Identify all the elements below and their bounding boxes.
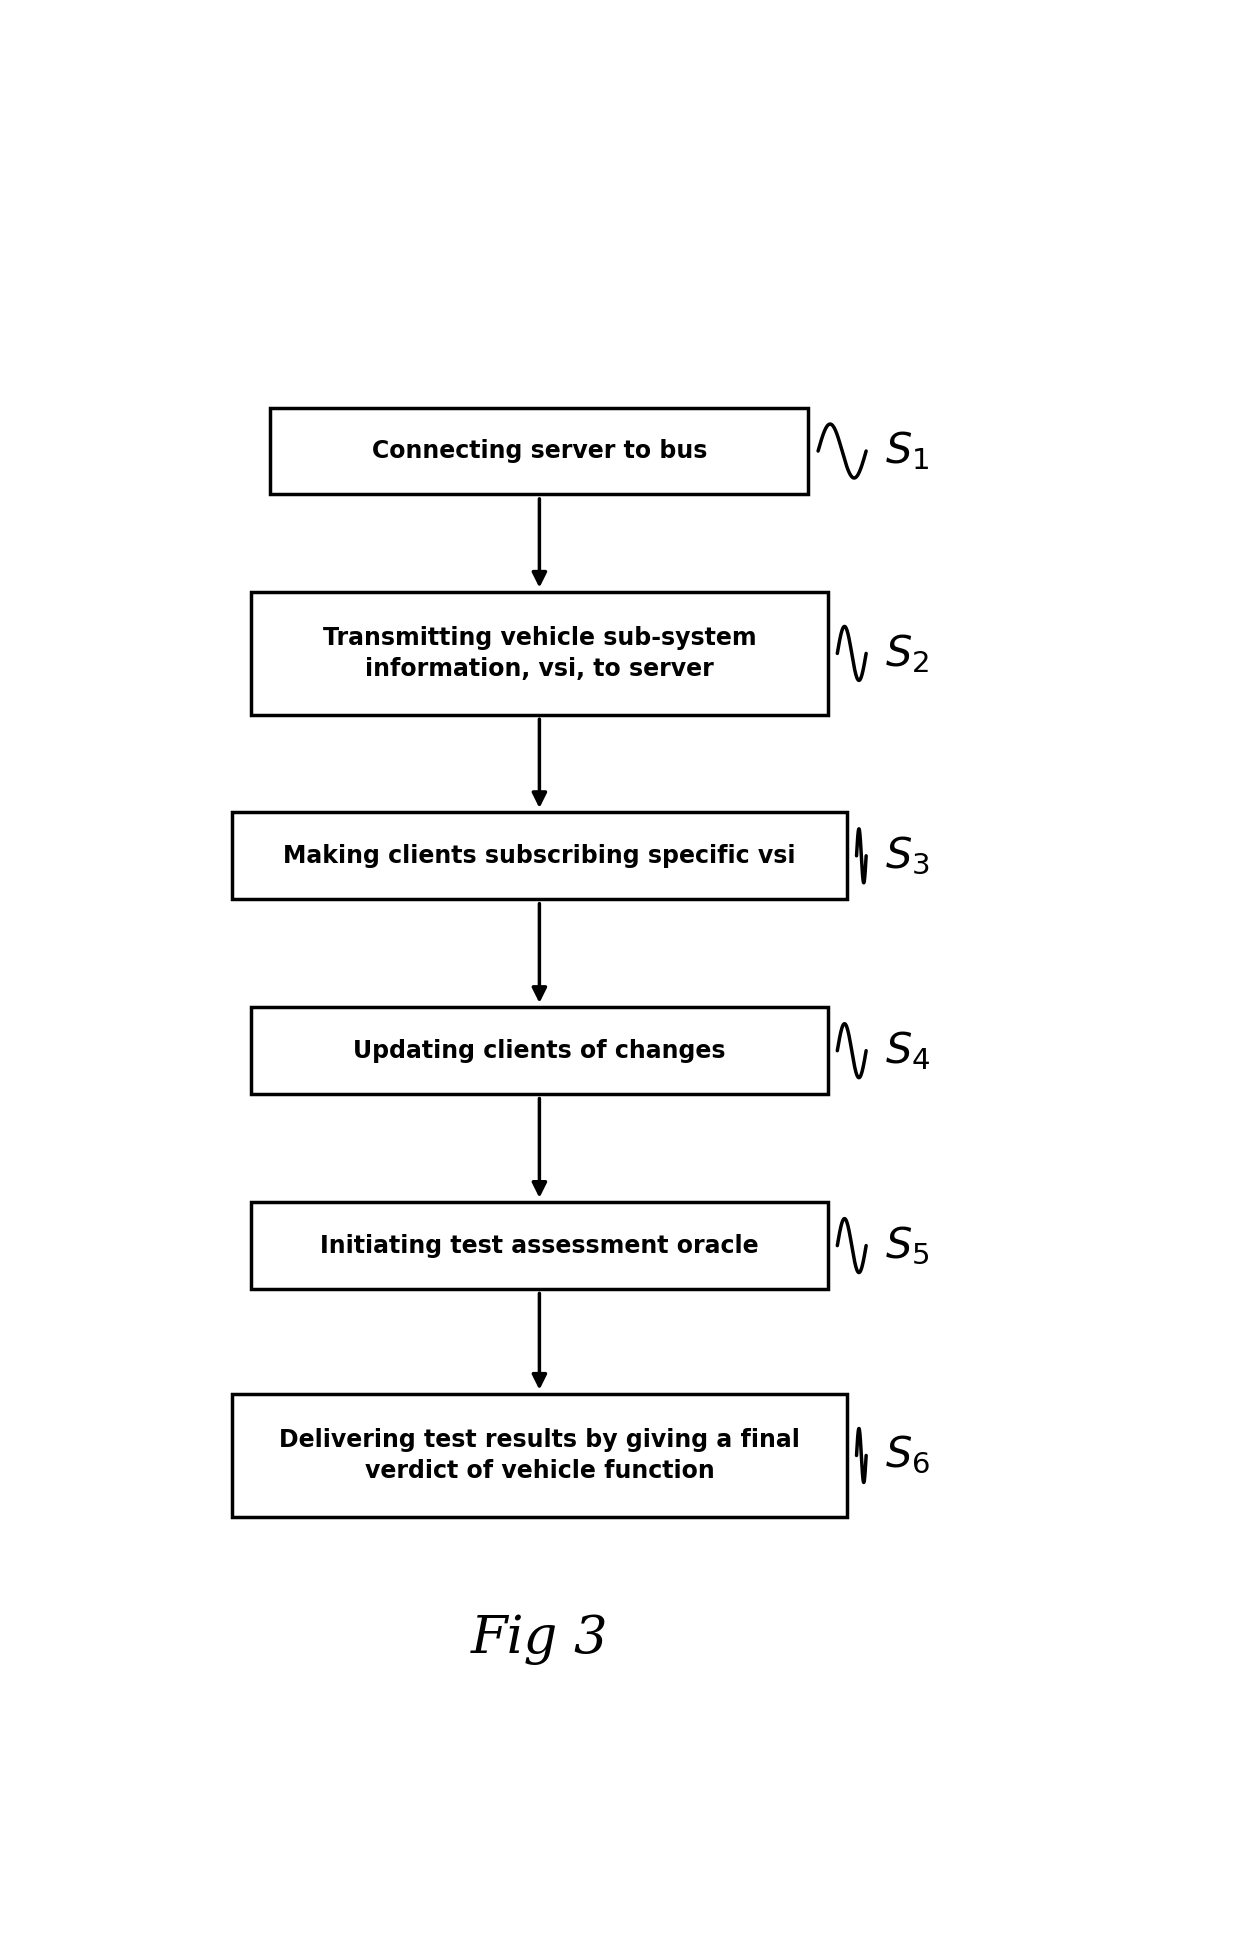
FancyBboxPatch shape <box>232 1394 847 1517</box>
Text: Connecting server to bus: Connecting server to bus <box>372 438 707 463</box>
Text: $\mathit{S}_{4}$: $\mathit{S}_{4}$ <box>885 1030 931 1073</box>
Text: $\mathit{S}_{3}$: $\mathit{S}_{3}$ <box>885 835 930 876</box>
Text: Delivering test results by giving a final
verdict of vehicle function: Delivering test results by giving a fina… <box>279 1427 800 1484</box>
Text: $\mathit{S}_{5}$: $\mathit{S}_{5}$ <box>885 1225 930 1267</box>
FancyBboxPatch shape <box>250 1007 828 1094</box>
Text: Fig 3: Fig 3 <box>471 1614 608 1665</box>
Text: $\mathit{S}_{6}$: $\mathit{S}_{6}$ <box>885 1435 930 1476</box>
Text: Initiating test assessment oracle: Initiating test assessment oracle <box>320 1234 759 1258</box>
FancyBboxPatch shape <box>250 1201 828 1289</box>
Text: Updating clients of changes: Updating clients of changes <box>353 1038 725 1063</box>
FancyBboxPatch shape <box>232 812 847 900</box>
FancyBboxPatch shape <box>250 592 828 715</box>
Text: $\mathit{S}_{1}$: $\mathit{S}_{1}$ <box>885 430 930 473</box>
Text: $\mathit{S}_{2}$: $\mathit{S}_{2}$ <box>885 633 930 676</box>
Text: Making clients subscribing specific vsi: Making clients subscribing specific vsi <box>283 843 796 868</box>
Text: Transmitting vehicle sub-system
information, vsi, to server: Transmitting vehicle sub-system informat… <box>322 625 756 681</box>
FancyBboxPatch shape <box>270 407 808 495</box>
